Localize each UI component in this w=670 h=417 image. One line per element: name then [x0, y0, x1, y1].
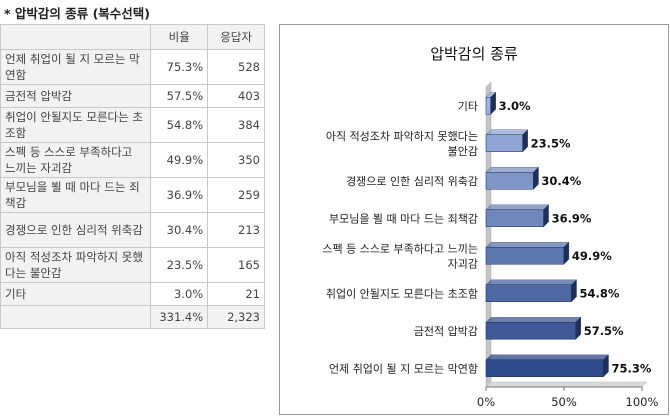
row-ratio: 54.8%	[150, 107, 209, 143]
data-label: 36.9%	[552, 211, 592, 225]
row-count: 259	[207, 177, 265, 213]
data-label: 54.8%	[579, 286, 619, 300]
row-label: 스펙 등 스스로 부족하다고 느끼는 자괴감	[0, 142, 152, 178]
bar-top	[485, 204, 550, 210]
category-label: 취업이 안될지도 모른다는 초조함	[326, 286, 478, 300]
category-label: 경쟁으로 인한 심리적 위축감	[346, 175, 478, 188]
bar	[485, 359, 604, 377]
category-label: 부모님을 뵐 때 마다 드는 죄책감	[329, 212, 478, 225]
row-ratio: 36.9%	[150, 177, 209, 213]
table-header-row: 비율 응답자	[0, 24, 265, 50]
bar-end	[603, 354, 609, 378]
table-row: 기타 3.0% 21	[0, 282, 265, 306]
category-label: 아직 적성조차 파악하지 못했다는	[326, 129, 478, 143]
x-tick-label: 50%	[551, 395, 577, 409]
data-table: 비율 응답자 언제 취업이 될 지 모르는 막연함 75.3% 528 금전적 …	[0, 24, 265, 329]
total-label	[0, 305, 152, 329]
total-ratio: 331.4%	[150, 305, 209, 329]
category-label: 언제 취업이 될 지 모르는 막연함	[329, 361, 478, 375]
chart-side-wall	[485, 81, 492, 388]
bar	[485, 134, 523, 152]
total-count: 2,323	[207, 305, 265, 329]
row-label: 취업이 안될지도 모른다는 초조함	[0, 107, 152, 143]
table-row: 금전적 압박감 57.5% 403	[0, 84, 265, 108]
row-ratio: 75.3%	[150, 49, 209, 85]
bar-top	[485, 354, 609, 360]
data-label: 3.0%	[499, 99, 531, 113]
data-label: 30.4%	[541, 174, 581, 188]
row-count: 21	[207, 282, 265, 306]
category-label: 자괴감	[448, 257, 478, 270]
row-ratio: 57.5%	[150, 84, 209, 108]
row-ratio: 49.9%	[150, 142, 209, 178]
table-row: 언제 취업이 될 지 모르는 막연함 75.3% 528	[0, 49, 265, 85]
category-label: 스펙 등 스스로 부족하다고 느끼는	[322, 241, 478, 255]
row-ratio: 23.5%	[150, 247, 209, 283]
row-ratio: 3.0%	[150, 282, 209, 306]
header-count: 응답자	[207, 24, 265, 50]
data-label: 75.3%	[611, 361, 651, 375]
row-label: 아직 적성조차 파악하지 못했다는 불안감	[0, 247, 152, 283]
bar-end	[575, 316, 581, 340]
bar-top	[485, 317, 582, 323]
bar-top	[485, 279, 577, 285]
bar	[485, 209, 544, 227]
bar	[485, 322, 576, 340]
row-label: 언제 취업이 될 지 모르는 막연함	[0, 49, 152, 85]
bar	[485, 284, 572, 302]
bar-top	[485, 167, 539, 173]
category-label: 금전적 압박감	[414, 325, 478, 338]
bar-top	[485, 242, 570, 248]
row-count: 403	[207, 84, 265, 108]
row-count: 528	[207, 49, 265, 85]
bar	[485, 172, 534, 190]
data-label: 23.5%	[531, 136, 571, 150]
bar-end	[490, 91, 496, 115]
row-ratio: 30.4%	[150, 212, 209, 248]
row-count: 350	[207, 142, 265, 178]
header-blank	[0, 24, 152, 50]
row-count: 165	[207, 247, 265, 283]
row-count: 384	[207, 107, 265, 143]
data-label: 49.9%	[572, 249, 612, 263]
bar	[485, 247, 565, 265]
page-title: * 압박감의 종류 (복수선택)	[4, 6, 151, 21]
header-ratio: 비율	[150, 24, 209, 50]
row-label: 부모님을 뵐 때 마다 드는 죄책감	[0, 177, 152, 213]
row-label: 금전적 압박감	[0, 84, 152, 108]
bar-top	[485, 129, 529, 135]
category-label: 기타	[458, 100, 478, 113]
chart-floor	[485, 381, 648, 388]
bar-end	[543, 204, 549, 228]
table-total-row: 331.4% 2,323	[0, 305, 265, 329]
table-row: 취업이 안될지도 모른다는 초조함 54.8% 384	[0, 107, 265, 143]
bar-end	[533, 166, 539, 190]
x-tick-label: 100%	[626, 395, 659, 409]
bar-end	[563, 241, 570, 265]
row-label: 경쟁으로 인한 심리적 위축감	[0, 212, 152, 248]
bar-end	[571, 279, 577, 303]
bar-end	[522, 129, 528, 153]
table-row: 스펙 등 스스로 부족하다고 느끼는 자괴감 49.9% 350	[0, 142, 265, 178]
table-row: 경쟁으로 인한 심리적 위축감 30.4% 213	[0, 212, 265, 248]
bar	[485, 97, 491, 115]
table-row: 아직 적성조차 파악하지 못했다는 불안감 23.5% 165	[0, 247, 265, 283]
row-label: 기타	[0, 282, 152, 306]
row-count: 213	[207, 212, 265, 248]
data-label: 57.5%	[584, 324, 624, 338]
chart-title: 압박감의 종류	[430, 45, 518, 63]
category-label: 불안감	[448, 145, 478, 158]
table-row: 부모님을 뵐 때 마다 드는 죄책감 36.9% 259	[0, 177, 265, 213]
x-tick-label: 0%	[477, 395, 495, 409]
